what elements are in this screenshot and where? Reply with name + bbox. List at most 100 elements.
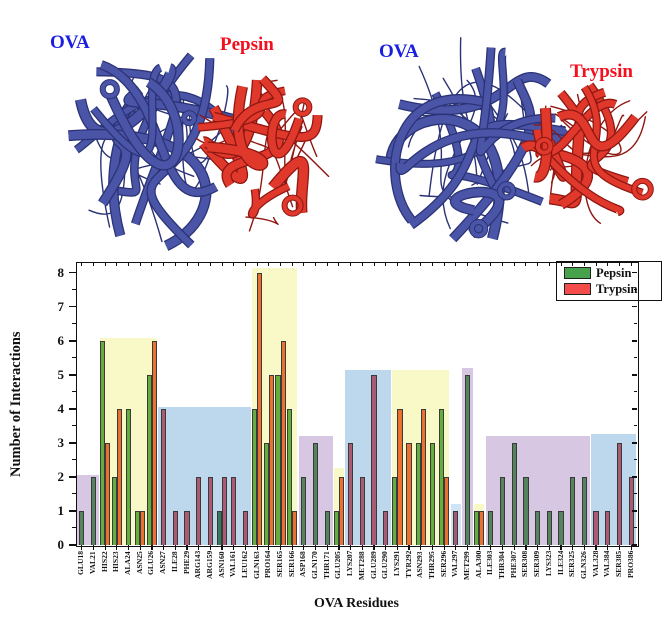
x-tick — [630, 545, 632, 550]
plot-frame — [76, 262, 639, 547]
y-minor-tick — [72, 459, 76, 461]
y-tick-label: 2 — [57, 468, 65, 484]
x-tick-top — [467, 262, 469, 266]
x-tick — [361, 545, 363, 550]
x-tick-top — [385, 262, 387, 266]
helix-ring — [469, 220, 488, 238]
y-tick-label: 6 — [57, 332, 65, 348]
x-tick-top — [630, 262, 632, 266]
x-tick-label: LYS291 — [391, 551, 401, 577]
x-tick — [209, 545, 211, 550]
x-tick — [560, 545, 562, 550]
x-tick-top — [572, 262, 574, 266]
x-tick-label: ILE28 — [169, 551, 179, 572]
ribbon-stroke — [68, 130, 210, 250]
bar-val297-trypsin — [453, 510, 459, 545]
x-tick-top — [490, 262, 492, 266]
ribbon-stroke — [396, 129, 546, 174]
x-tick — [127, 545, 130, 550]
bar-pro164-pepsin — [263, 442, 269, 545]
y-minor-tick — [72, 391, 76, 393]
x-tick-label: ASN27 — [158, 551, 168, 574]
ribbon-stroke — [557, 110, 639, 151]
x-tick — [373, 545, 375, 550]
ribbon-stroke — [107, 78, 183, 170]
x-tick-top — [268, 262, 270, 266]
y-minor-tick-right — [634, 289, 637, 291]
bar-thr295-pepsin — [429, 442, 436, 545]
x-tick-top — [139, 262, 141, 266]
bar-asn293-trypsin — [420, 408, 426, 545]
x-tick — [221, 545, 223, 550]
x-tick — [396, 545, 398, 550]
x-tick-label: THR304 — [497, 551, 507, 579]
x-tick — [163, 545, 165, 550]
y-minor-tick — [72, 323, 76, 325]
x-tick — [233, 545, 235, 550]
x-tick — [244, 545, 247, 550]
ribbon-stroke — [76, 64, 176, 137]
x-tick — [583, 545, 585, 550]
x-tick — [338, 545, 340, 550]
x-tick — [350, 545, 352, 550]
x-tick-label: VAL21 — [88, 551, 98, 574]
x-tick-label: GLU18 — [76, 551, 86, 576]
bar-lys291-pepsin — [392, 476, 398, 545]
bar-ala24-pepsin — [125, 408, 132, 545]
x-tick-label: LYS207 — [345, 551, 355, 577]
x-tick-top — [233, 262, 235, 266]
x-tick-top — [326, 262, 328, 266]
bar-val328-trypsin — [593, 510, 599, 545]
x-tick — [501, 545, 504, 550]
x-tick-label: GLN170 — [310, 551, 320, 579]
x-tick-top — [221, 262, 223, 266]
x-tick — [314, 545, 317, 550]
x-tick — [279, 545, 282, 550]
bar-ile28-trypsin — [172, 510, 178, 545]
bar-his22-trypsin — [105, 442, 111, 545]
x-tick — [303, 545, 305, 550]
bar-leu162-trypsin — [242, 510, 249, 545]
y-minor-tick-right — [634, 357, 637, 359]
bar-ala300-trypsin — [479, 510, 485, 545]
ribbon-stroke — [450, 79, 535, 242]
legend-row-trypsin: Trypsin — [564, 281, 661, 297]
x-tick-label: ALA24 — [123, 551, 133, 575]
bar-asn160-trypsin — [222, 476, 228, 545]
x-tick-label: LEU162 — [239, 551, 249, 579]
ribbon-stroke — [147, 58, 214, 248]
x-tick-top — [163, 262, 165, 266]
bar-glu290-trypsin — [383, 510, 389, 545]
ribbon-stroke — [230, 76, 282, 133]
y-tick-label: 5 — [57, 366, 65, 382]
x-tick-top — [315, 262, 317, 266]
x-tick-top — [548, 262, 550, 266]
interactions-bar-chart: Number of Interactions OVA Residues Peps… — [0, 255, 667, 620]
x-tick-label: ASN160 — [216, 551, 226, 578]
x-tick-label: SER308 — [520, 551, 530, 578]
y-minor-tick-right — [634, 425, 637, 427]
x-tick-label: THR171 — [321, 551, 331, 579]
x-tick-top — [525, 262, 527, 266]
x-tick-top — [560, 262, 562, 266]
y-tick — [69, 306, 76, 308]
x-tick — [537, 545, 539, 550]
x-tick-top — [256, 262, 258, 266]
ribbon-stroke — [391, 95, 487, 223]
bar-phe307-pepsin — [511, 442, 517, 545]
helix-ring — [282, 195, 303, 216]
x-tick — [420, 545, 422, 550]
y-tick-right — [632, 374, 637, 376]
bar-ser165-pepsin — [275, 374, 281, 545]
y-tick-right — [632, 306, 637, 308]
bar-asn160-pepsin — [216, 510, 223, 545]
ribbon-stroke — [476, 47, 556, 155]
helix-ring — [535, 137, 553, 155]
x-tick-top — [396, 262, 398, 266]
x-tick-label: MET288 — [356, 551, 366, 580]
y-minor-tick-right — [634, 323, 637, 325]
x-tick-label: HIS23 — [111, 551, 121, 572]
x-tick-label: ASP168 — [298, 551, 308, 577]
x-tick-top — [93, 262, 95, 266]
ribbon-stroke — [249, 183, 290, 218]
